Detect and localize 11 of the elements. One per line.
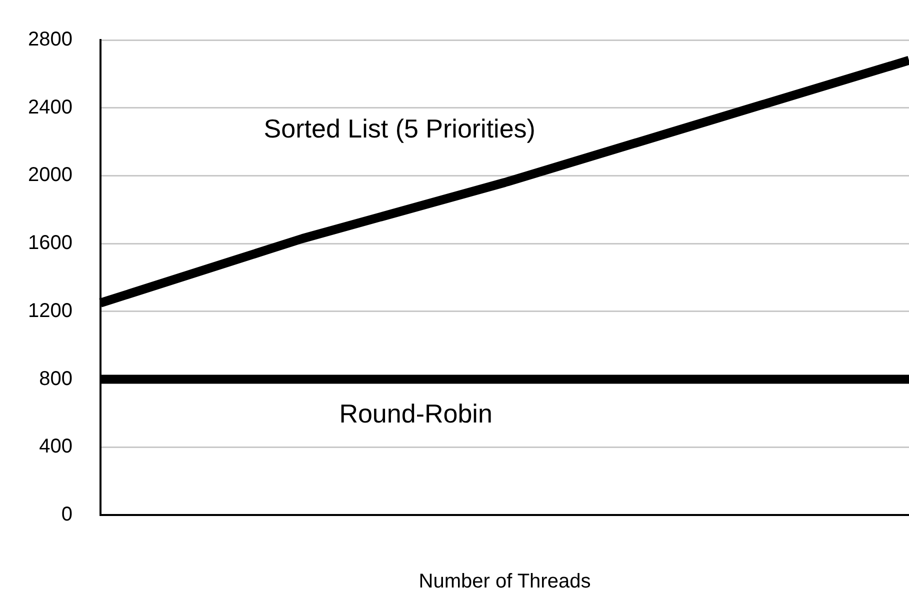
y-tick-label: 0	[61, 504, 72, 526]
y-tick-label: 1600	[28, 232, 72, 254]
y-tick-label: 400	[39, 436, 72, 458]
y-tick-label: 800	[39, 368, 72, 390]
series-label: Sorted List (5 Priorities)	[264, 113, 536, 144]
y-tick-label: 2800	[28, 28, 72, 51]
x-axis-title: Number of Threads	[418, 570, 591, 593]
y-tick-label: 2400	[28, 96, 72, 118]
series-label: Round-Robin	[339, 398, 492, 428]
y-tick-label: 2000	[28, 164, 72, 186]
y-tick-label: 1200	[28, 300, 72, 322]
